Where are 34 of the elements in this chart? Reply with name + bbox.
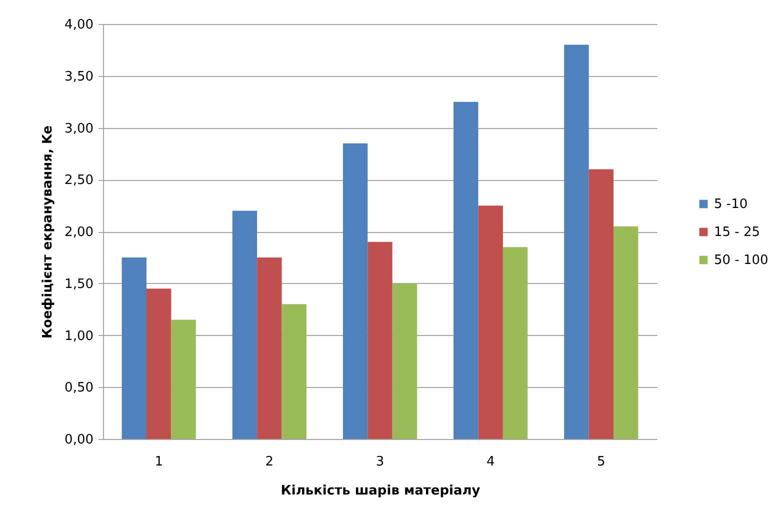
bar [342, 143, 368, 439]
y-tick-label: 4,00 [64, 18, 94, 32]
y-tick-label: 1,50 [64, 276, 94, 292]
x-tick-label: 5 [597, 454, 606, 470]
bar [146, 288, 172, 439]
legend-label: 15 - 25 [714, 225, 760, 240]
x-axis-title: Кількість шарів матеріалу [280, 484, 481, 498]
bar [368, 242, 392, 439]
bar [614, 226, 638, 439]
y-axis-title: Коефіцієнт екранування, Ke [40, 125, 56, 339]
bar [282, 304, 306, 439]
bar [392, 283, 418, 439]
y-tick-label: 2,00 [64, 225, 94, 240]
y-tick-label: 0,00 [64, 432, 94, 448]
x-tick-label: 1 [154, 454, 163, 470]
x-tick-label: 3 [376, 454, 384, 470]
bar [454, 102, 478, 439]
x-tick-label: 2 [265, 454, 274, 470]
bar [478, 206, 503, 439]
bar [588, 169, 614, 439]
y-tick-label: 3,00 [64, 121, 94, 136]
legend-label: 5 -10 [714, 197, 748, 212]
bar [257, 257, 282, 439]
x-tick-label: 4 [486, 454, 495, 470]
y-tick-label: 3,50 [64, 69, 94, 84]
legend-label: 50 - 100 [714, 253, 768, 268]
bar [122, 257, 146, 439]
bar [171, 320, 196, 439]
y-tick-label: 2,50 [64, 173, 94, 188]
y-tick-label: 1,00 [64, 328, 94, 344]
bar [564, 44, 589, 439]
bar [232, 210, 258, 439]
bar [502, 247, 528, 439]
y-tick-label: 0,50 [64, 380, 94, 396]
